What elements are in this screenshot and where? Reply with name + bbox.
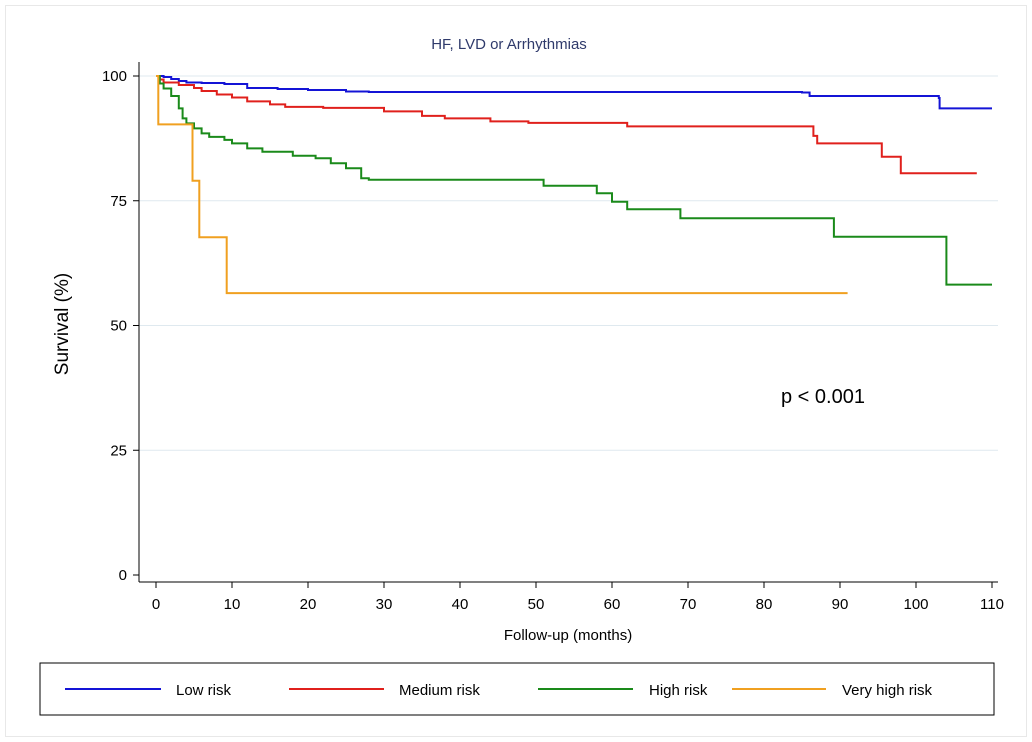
x-tick-label: 100 xyxy=(903,596,928,613)
chart-frame: 0 25 50 75 100 0 10 20 30 40 50 60 70 80 90 100 110 HF,… xyxy=(5,5,1027,737)
series-line-low-risk xyxy=(156,75,992,110)
series-line-very-high-risk xyxy=(156,75,848,295)
x-tick-label: 60 xyxy=(604,596,621,613)
y-ticks: 0 25 50 75 100 xyxy=(102,68,139,584)
legend-label: Medium risk xyxy=(399,682,480,699)
x-axis-title: Follow-up (months) xyxy=(504,627,632,644)
x-tick-label: 80 xyxy=(756,596,773,613)
y-axis-title: Survival (%) xyxy=(52,273,73,375)
x-tick-label: 30 xyxy=(376,596,393,613)
x-tick-label: 0 xyxy=(152,596,160,613)
series-lines xyxy=(156,75,992,295)
legend-box xyxy=(39,662,995,716)
legend-label: Very high risk xyxy=(842,682,933,699)
x-tick-label: 90 xyxy=(832,596,849,613)
gridlines xyxy=(139,75,998,451)
legend-label: High risk xyxy=(649,682,708,699)
x-ticks: 0 10 20 30 40 50 60 70 80 90 100 110 xyxy=(152,582,1004,613)
x-tick-label: 10 xyxy=(224,596,241,613)
survival-chart: 0 25 50 75 100 0 10 20 30 40 50 60 70 80 90 100 110 HF,… xyxy=(39,36,1004,716)
legend-label: Low risk xyxy=(176,682,232,699)
y-tick-label: 0 xyxy=(119,567,127,584)
y-tick-label: 50 xyxy=(110,318,127,335)
series-line-medium-risk xyxy=(156,75,977,175)
y-tick-label: 100 xyxy=(102,68,127,85)
y-tick-label: 75 xyxy=(110,193,127,210)
p-value-annotation: p < 0.001 xyxy=(781,386,865,408)
legend: Low risk Medium risk High risk Very high ri… xyxy=(39,662,995,716)
chart-title: HF, LVD or Arrhythmias xyxy=(431,36,587,53)
axes xyxy=(138,62,998,583)
x-tick-label: 50 xyxy=(528,596,545,613)
y-tick-label: 25 xyxy=(110,442,127,459)
x-tick-label: 40 xyxy=(452,596,469,613)
x-tick-label: 70 xyxy=(680,596,697,613)
series-line-high-risk xyxy=(156,75,992,286)
x-tick-label: 20 xyxy=(300,596,317,613)
x-tick-label: 110 xyxy=(980,596,1004,613)
